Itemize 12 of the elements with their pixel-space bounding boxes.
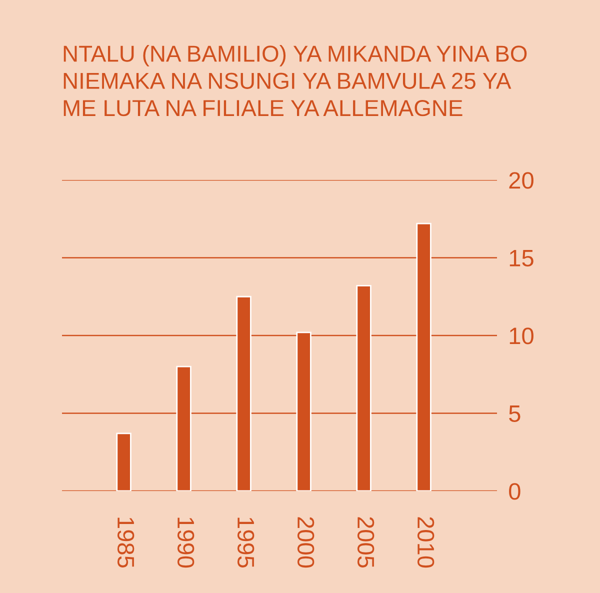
x-tick-label: 1985 [117,518,134,568]
x-tick-label: 2005 [357,517,374,568]
chart-title: NTALU (NA BAMILIO) YA MIKANDA YINA BO NIEMAKA NA NSUNGI YA BAMVULA 25 YA ME LUTA NA FILIALE YA ALLEMAGNE [64,45,527,116]
y-tick-label: 15 [510,250,534,267]
y-tick-label: 20 [509,172,534,189]
x-tick-label: 2000 [297,517,314,568]
y-tick-label: 0 [509,483,520,500]
x-tick-label: 1990 [177,518,194,568]
y-tick-label: 5 [509,406,520,422]
y-tick-label: 10 [510,328,534,344]
x-tick-label: 1995 [237,518,254,568]
x-tick-label: 2010 [417,517,434,568]
